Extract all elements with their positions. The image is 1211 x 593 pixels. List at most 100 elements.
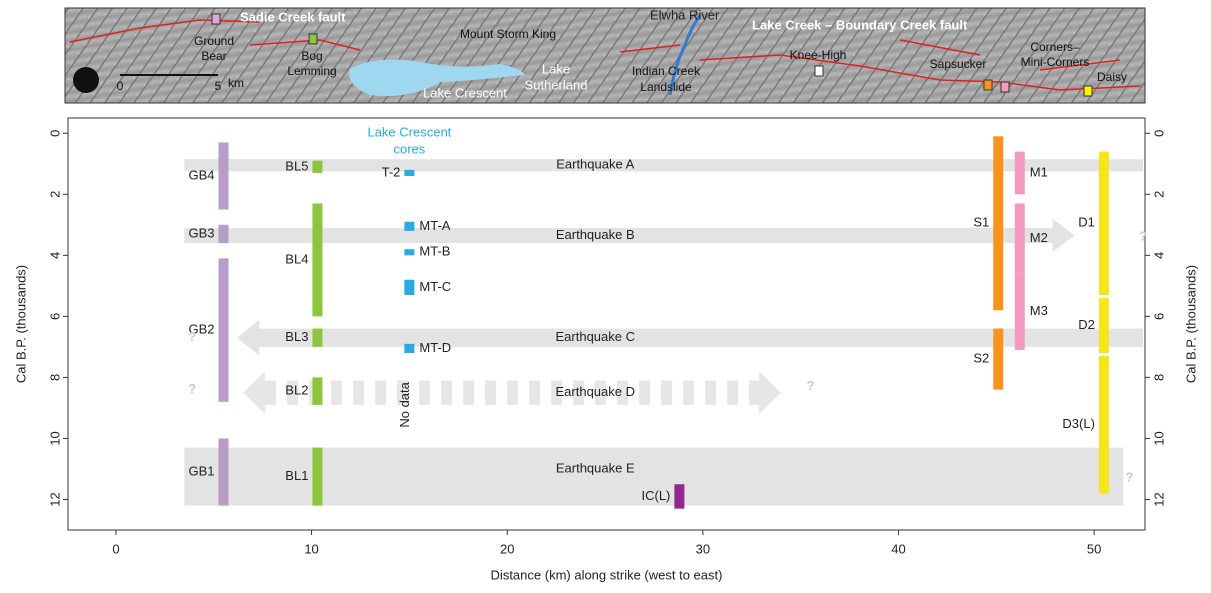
age-range [404, 249, 414, 255]
earthquake-label: Earthquake A [556, 157, 634, 172]
question-mark: ? [1139, 228, 1147, 243]
y-tick-label: 8 [47, 374, 62, 381]
range-label: T-2 [382, 164, 401, 179]
range-label: M3 [1030, 303, 1048, 318]
x-tick-label: 50 [1087, 541, 1101, 556]
age-range [1099, 298, 1109, 353]
age-range [312, 203, 322, 316]
age-range [1015, 203, 1025, 273]
y-tick-label: 0 [47, 130, 62, 137]
place-label: Bog [301, 49, 322, 63]
range-label: M2 [1030, 230, 1048, 245]
figure: Sadie Creek fault Lake Creek – Boundary … [0, 0, 1211, 588]
range-label: BL4 [285, 251, 308, 266]
no-data-label: No data [397, 381, 412, 427]
range-label: BL2 [285, 383, 308, 398]
y2-tick-label: 4 [1151, 252, 1166, 259]
age-range [312, 329, 322, 347]
place-label: Daisy [1097, 70, 1127, 84]
age-range [1099, 152, 1109, 295]
y-tick-label: 12 [47, 492, 62, 506]
site-marker [212, 14, 220, 24]
place-label: Corners– [1030, 40, 1080, 54]
age-range [1015, 152, 1025, 195]
place-label: Lake Crescent [423, 85, 507, 100]
earthquake-label: Earthquake B [556, 227, 635, 242]
y2-axis-label: Cal B.P. (thousands) [1183, 265, 1198, 383]
earthquake-band [243, 371, 781, 413]
place-label: Mini-Corners [1021, 55, 1090, 69]
age-range [404, 170, 414, 176]
place-label: Elwha River [650, 7, 720, 22]
map: Sadie Creek fault Lake Creek – Boundary … [65, 7, 1145, 103]
age-range [1015, 274, 1025, 350]
place-label: Sapsucker [930, 57, 987, 71]
age-range [1099, 356, 1109, 493]
question-mark: ? [188, 381, 196, 396]
range-label: M1 [1030, 164, 1048, 179]
x-axis-label: Distance (km) along strike (west to east… [491, 567, 723, 582]
page: {"map": { "faults": ["Sadie Creek fault"… [0, 0, 1211, 593]
scale-label: km [228, 76, 244, 90]
place-label: Landslide [640, 80, 692, 94]
map-relief [65, 8, 1145, 103]
earthquake-label: Earthquake D [556, 384, 636, 399]
earthquake-label: Earthquake C [556, 329, 636, 344]
range-label: S2 [973, 351, 989, 366]
earthquake-band [237, 320, 1143, 356]
site-marker [1001, 82, 1009, 92]
question-mark: ? [1125, 470, 1133, 485]
age-range [404, 222, 414, 231]
y-tick-label: 4 [47, 252, 62, 259]
range-label: GB4 [189, 167, 215, 182]
range-label: BL5 [285, 158, 308, 173]
y-axis-label: Cal B.P. (thousands) [13, 265, 28, 383]
y-tick-label: 2 [47, 191, 62, 198]
y2-tick-label: 0 [1151, 130, 1166, 137]
age-range [993, 136, 1003, 310]
place-label: Ground [194, 34, 234, 48]
y2-tick-label: 12 [1151, 492, 1166, 506]
site-marker [984, 80, 992, 90]
range-label: S1 [973, 215, 989, 230]
age-range [219, 225, 229, 243]
x-tick-label: 30 [696, 541, 710, 556]
x-tick-label: 20 [500, 541, 514, 556]
range-label: MT-D [419, 340, 451, 355]
age-range [993, 329, 1003, 390]
x-tick-label: 0 [112, 541, 119, 556]
place-label: Mount Storm King [460, 27, 556, 41]
y2-tick-label: 10 [1151, 431, 1166, 445]
fault-label: Sadie Creek fault [240, 9, 346, 24]
x-tick-label: 10 [304, 541, 318, 556]
place-label: Lemming [287, 64, 336, 78]
question-mark: ? [188, 329, 196, 344]
scale-label: 0 [117, 79, 124, 93]
age-range [219, 438, 229, 505]
site-marker [815, 66, 823, 76]
age-range [219, 258, 229, 401]
age-range [404, 344, 414, 353]
y2-tick-label: 2 [1151, 191, 1166, 198]
range-label: MT-B [419, 244, 450, 259]
range-label: D3(L) [1062, 416, 1095, 431]
core-group-label: cores [393, 141, 425, 156]
y-tick-label: 6 [47, 313, 62, 320]
age-range [312, 448, 322, 506]
range-label: GB1 [189, 463, 215, 478]
range-label: D1 [1078, 215, 1095, 230]
site-marker [309, 34, 317, 44]
age-range [312, 377, 322, 404]
place-label: Indian Creek [632, 64, 701, 78]
age-range [674, 484, 684, 508]
core-group-label: Lake Crescent [367, 124, 451, 139]
place-label: Knee-High [790, 48, 847, 62]
range-label: IC(L) [641, 488, 670, 503]
age-range [404, 280, 414, 295]
y2-tick-label: 8 [1151, 374, 1166, 381]
place-label: Sutherland [525, 77, 588, 92]
age-range [312, 161, 322, 173]
y-tick-label: 10 [47, 431, 62, 445]
range-label: D2 [1078, 317, 1095, 332]
